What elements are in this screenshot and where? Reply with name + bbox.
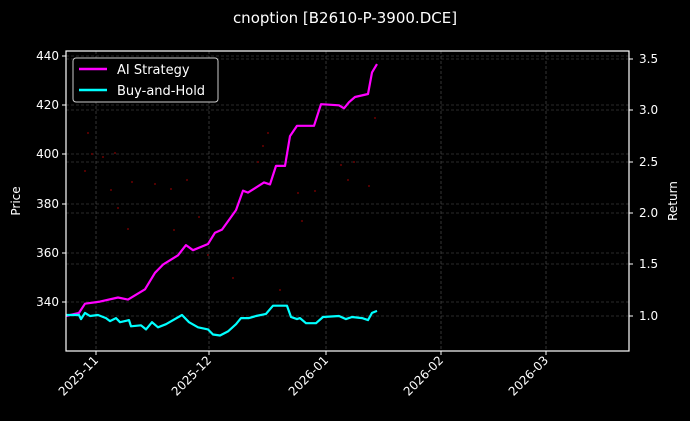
- right-axis-label: Return: [666, 181, 680, 221]
- scatter-point: [353, 161, 355, 163]
- x-tick-label: 2026-01: [286, 353, 331, 398]
- left-tick-label: 340: [36, 295, 59, 309]
- x-tick-label: 2025-11: [56, 353, 101, 398]
- scatter-point: [314, 190, 316, 192]
- scatter-point: [102, 156, 104, 158]
- x-tick-label: 2025-12: [169, 353, 214, 398]
- scatter-point: [131, 181, 133, 183]
- scatter-point: [374, 117, 376, 119]
- scatter-point: [186, 179, 188, 181]
- chart-title: cnoption [B2610-P-3900.DCE]: [232, 9, 458, 27]
- right-tick-label: 3.5: [639, 52, 658, 66]
- left-tick-label: 360: [36, 246, 59, 260]
- scatter-point: [170, 188, 172, 190]
- legend: AI Strategy Buy-and-Hold: [72, 57, 219, 103]
- scatter-point: [91, 153, 93, 155]
- right-tick-label: 1.5: [639, 257, 658, 271]
- scatter-point: [114, 152, 116, 154]
- left-tick-label: 440: [36, 49, 59, 63]
- legend-box: [72, 57, 219, 103]
- x-tick-label: 2026-02: [401, 353, 446, 398]
- left-tick-label: 380: [36, 197, 59, 211]
- x-axis: 2025-11 2025-12 2026-01 2026-02 2026-03: [56, 351, 551, 399]
- legend-label-buy-and-hold: Buy-and-Hold: [117, 84, 205, 99]
- scatter-point: [127, 228, 129, 230]
- left-tick-label: 420: [36, 98, 59, 112]
- scatter-point: [154, 183, 156, 185]
- legend-label-ai-strategy: AI Strategy: [117, 63, 190, 78]
- scatter-point: [301, 220, 303, 222]
- scatter-point: [297, 192, 299, 194]
- scatter-point: [207, 254, 209, 256]
- scatter-point: [340, 164, 342, 166]
- scatter-point: [368, 185, 370, 187]
- left-tick-label: 400: [36, 147, 59, 161]
- series-lines: [65, 63, 378, 337]
- right-axis: 3.5 3.0 2.5 2.0 1.5 1.0: [629, 52, 658, 323]
- scatter-point: [262, 145, 264, 147]
- scatter-point: [279, 289, 281, 291]
- scatter-point: [84, 170, 86, 172]
- buy-and-hold-line: [66, 304, 378, 337]
- right-tick-label: 2.5: [639, 155, 658, 169]
- scatter-point: [117, 207, 119, 209]
- ai-strategy-line: [65, 63, 378, 318]
- scatter-point: [198, 216, 200, 218]
- scatter-point: [257, 161, 259, 163]
- left-axis-label: Price: [9, 186, 23, 215]
- scatter-point: [232, 277, 234, 279]
- right-tick-label: 2.0: [639, 206, 658, 220]
- left-axis: 440 420 400 380 360 340: [36, 49, 66, 309]
- scatter-point: [267, 132, 269, 134]
- scatter-point: [347, 179, 349, 181]
- scatter-point: [87, 132, 89, 134]
- right-tick-label: 1.0: [639, 309, 658, 323]
- right-tick-label: 3.0: [639, 103, 658, 117]
- x-tick-label: 2026-03: [506, 353, 551, 398]
- plot-frame: [65, 50, 630, 352]
- scatter-point: [173, 229, 175, 231]
- scatter-point: [110, 189, 112, 191]
